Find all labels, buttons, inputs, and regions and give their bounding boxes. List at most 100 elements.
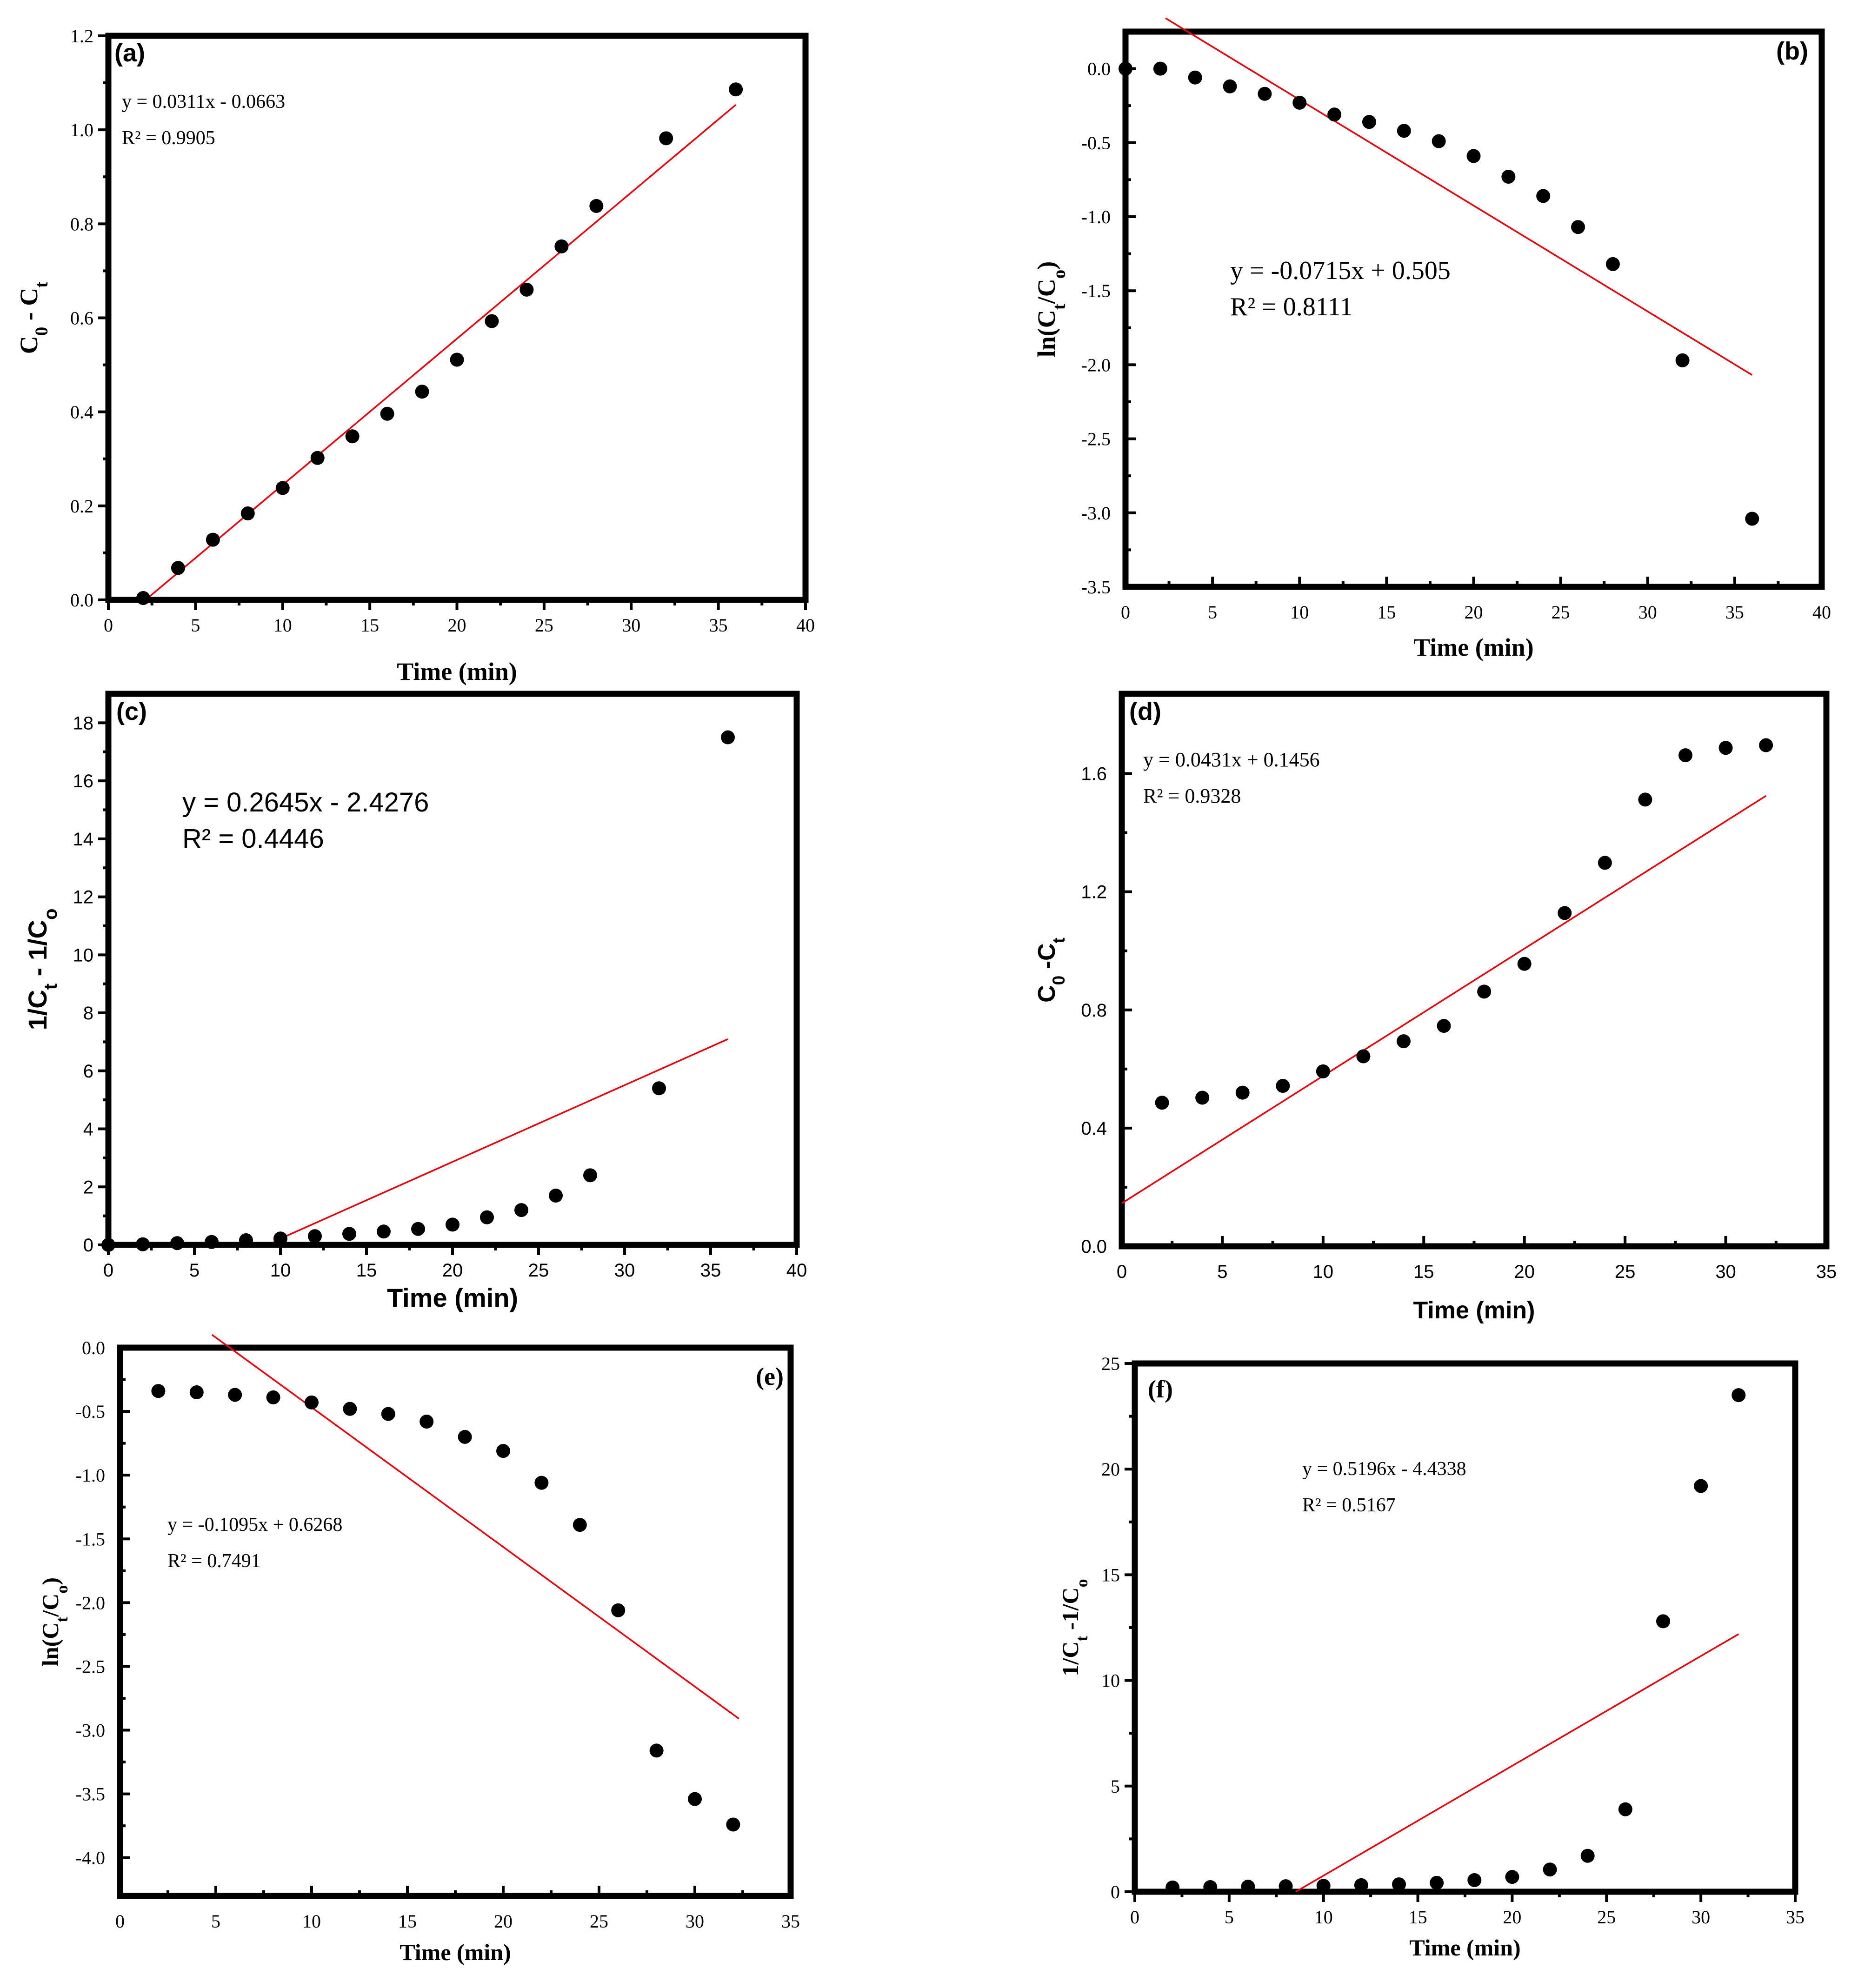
data-point — [519, 282, 534, 297]
data-point — [1153, 61, 1167, 76]
data-point — [1356, 1049, 1371, 1064]
fit-line — [1165, 17, 1753, 376]
panel-label: (b) — [1776, 37, 1808, 65]
x-tick-label: 15 — [1377, 602, 1396, 623]
y-tick-label: -3.0 — [1081, 503, 1111, 524]
y-tick-label: 0.8 — [1081, 1000, 1107, 1021]
data-point — [573, 1518, 587, 1532]
data-point — [1279, 1879, 1293, 1894]
r-squared: R² = 0.4446 — [182, 824, 324, 854]
data-point — [381, 1407, 395, 1421]
y-tick-label: 16 — [73, 771, 94, 791]
data-point — [480, 1210, 494, 1224]
r-squared: R² = 0.9905 — [122, 127, 215, 149]
y-tick-label: 0 — [83, 1235, 93, 1256]
y-tick-label: 1.2 — [70, 26, 93, 47]
x-axis-title: Time (min) — [397, 658, 517, 685]
data-point — [1694, 1479, 1708, 1493]
y-axis-title: 1/Ct -1/Co — [1057, 1579, 1091, 1676]
data-point — [1759, 738, 1773, 752]
y-tick-label: -2.0 — [1081, 354, 1111, 375]
data-point — [1437, 1019, 1451, 1033]
data-point — [1467, 1873, 1482, 1888]
chart-panel-f: 0 5 10 15 20 25 30 35 0 5 10 15 20 25 y = 0.5196x - 4.… — [1057, 1353, 1805, 1961]
data-point — [726, 1817, 740, 1832]
y-tick-label: -1.0 — [76, 1465, 105, 1486]
data-point — [1501, 170, 1516, 184]
data-point — [611, 1603, 626, 1617]
y-axis-title: C0 - Ct — [15, 282, 52, 354]
x-tick-label: 5 — [1208, 602, 1217, 623]
y-tick-label: 5 — [1111, 1776, 1120, 1797]
data-point — [1241, 1880, 1255, 1894]
data-point — [458, 1429, 472, 1444]
data-point — [446, 1217, 460, 1232]
x-tick-label: 0 — [1117, 1262, 1127, 1282]
data-point — [1536, 189, 1551, 203]
chart-panel-d: 0 5 10 15 20 25 30 35 0.0 0.4 0.8 1.2 1.6 y = 0.0431x… — [1033, 691, 1837, 1324]
y-tick-label: 14 — [73, 829, 94, 850]
data-point — [1571, 220, 1585, 234]
y-tick-label: 1.0 — [70, 120, 93, 140]
x-tick-label: 10 — [302, 1911, 321, 1932]
y-tick-label: -0.5 — [1081, 133, 1111, 153]
chart-panel-e: 0 5 10 15 20 25 30 35 -4.0 -3.5 -3.0 -2.5 -2.0 -1.5 -1… — [37, 1334, 800, 1965]
panel-label: (a) — [114, 39, 145, 67]
y-tick-label: -1.5 — [1081, 280, 1111, 301]
y-tick-label: 2 — [83, 1177, 93, 1197]
r-squared: R² = 0.9328 — [1143, 785, 1241, 807]
data-point — [101, 1238, 115, 1252]
data-point — [1543, 1862, 1557, 1877]
x-tick-label: 15 — [360, 615, 379, 636]
x-tick-label: 25 — [535, 615, 553, 636]
y-tick-label: 18 — [73, 713, 94, 733]
y-tick-label: -3.5 — [1081, 577, 1111, 598]
data-point — [688, 1792, 702, 1806]
x-tick-label: 30 — [1715, 1262, 1736, 1282]
x-tick-label: 30 — [1638, 602, 1657, 623]
x-tick-label: 5 — [191, 615, 200, 636]
data-point — [1362, 115, 1376, 129]
data-point — [659, 131, 673, 146]
data-point — [308, 1229, 322, 1243]
y-tick-label: 0.0 — [70, 590, 93, 611]
data-point — [1466, 149, 1481, 163]
panel-label: (d) — [1129, 698, 1161, 725]
data-point — [1638, 792, 1652, 807]
y-tick-label: 0.0 — [1087, 59, 1111, 80]
data-point — [729, 82, 743, 97]
fit-line — [273, 1038, 728, 1243]
data-point — [549, 1188, 563, 1203]
y-tick-label: 0.6 — [70, 308, 93, 329]
data-point — [170, 1236, 184, 1250]
data-point — [1397, 1034, 1411, 1049]
data-point — [1165, 1880, 1180, 1895]
data-point — [342, 1227, 356, 1241]
fit-equation: y = 0.0431x + 0.1456 — [1143, 748, 1320, 771]
fit-equation: y = 0.5196x - 4.4338 — [1302, 1458, 1466, 1480]
data-point — [305, 1395, 319, 1410]
x-tick-label: 5 — [1225, 1907, 1234, 1928]
x-tick-label: 35 — [709, 615, 728, 636]
data-point — [151, 1384, 166, 1398]
x-tick-label: 0 — [103, 1260, 113, 1281]
x-tick-label: 0 — [1121, 602, 1130, 623]
data-point — [136, 591, 150, 605]
x-tick-label: 35 — [1786, 1907, 1805, 1928]
data-point — [275, 481, 290, 495]
y-tick-label: -4.0 — [76, 1848, 105, 1868]
y-tick-label: 8 — [83, 1003, 93, 1024]
data-point — [1656, 1614, 1670, 1629]
data-point — [1258, 86, 1272, 101]
x-axis-title: Time (min) — [400, 1939, 511, 1965]
data-point — [1397, 124, 1411, 138]
y-tick-label: 0.4 — [1081, 1118, 1107, 1139]
fit-equation: y = -0.0715x + 0.505 — [1230, 256, 1451, 285]
data-point — [1203, 1880, 1218, 1895]
y-tick-label: 0.0 — [82, 1337, 105, 1358]
x-tick-label: 5 — [189, 1260, 200, 1281]
x-axis-title: Time (min) — [1413, 1297, 1535, 1324]
y-tick-label: 1.2 — [1081, 882, 1107, 903]
data-point — [1188, 70, 1202, 85]
